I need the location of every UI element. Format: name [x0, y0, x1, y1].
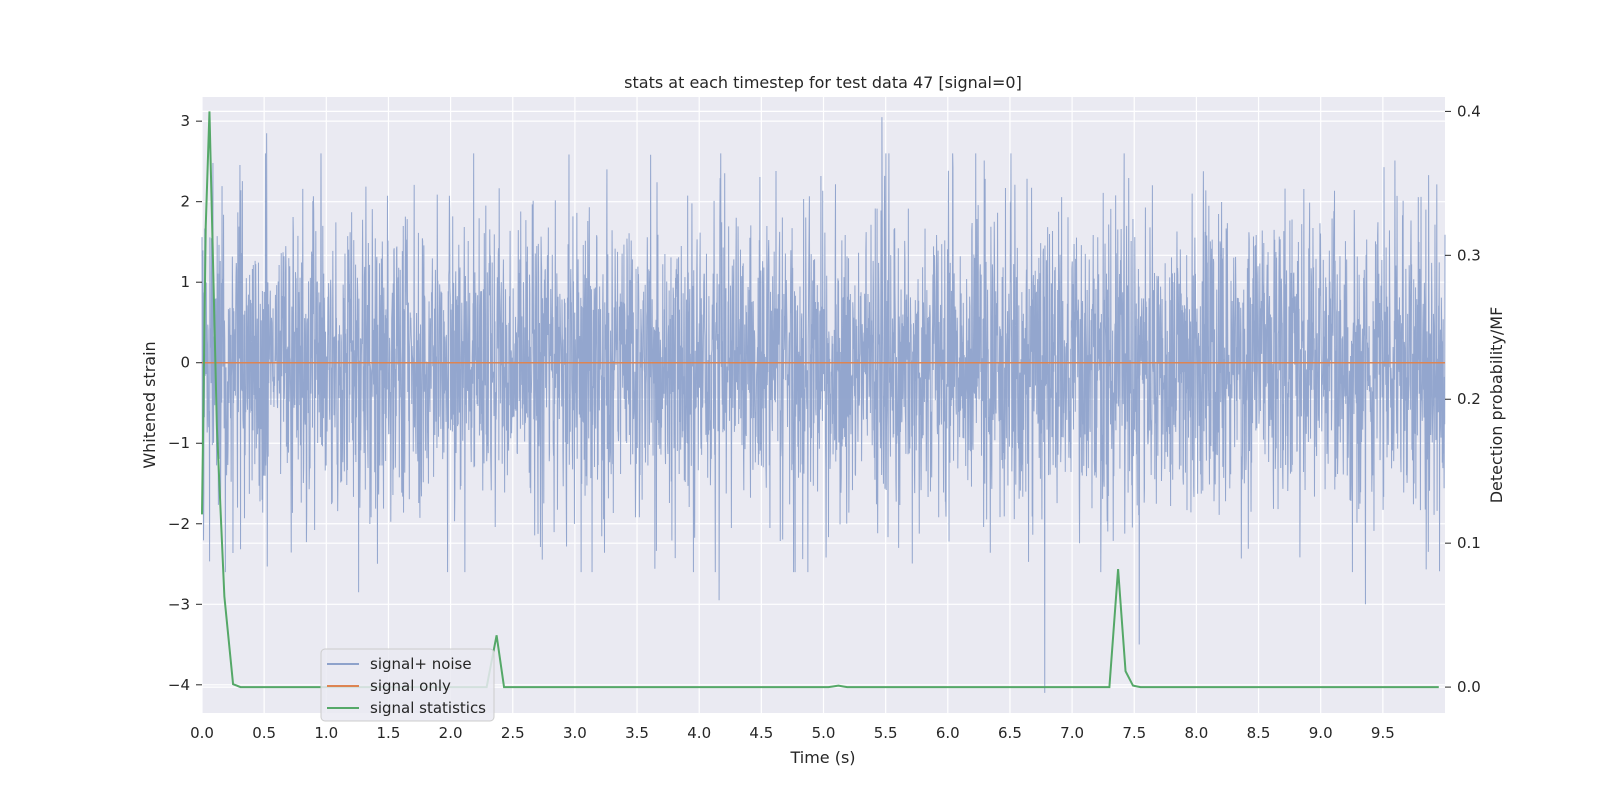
y-tick-label: −2	[168, 515, 190, 533]
x-axis-label: Time (s)	[789, 748, 855, 767]
x-tick-label: 0.5	[252, 724, 276, 742]
x-tick-label: 5.5	[874, 724, 898, 742]
x-tick-label: 7.5	[1122, 724, 1146, 742]
legend-label-signal-only: signal only	[370, 677, 451, 695]
legend: signal+ noise signal only signal statist…	[320, 648, 495, 722]
y-tick-label: 0	[180, 354, 190, 372]
x-tick-label: 7.0	[1060, 724, 1084, 742]
y-tick-label: −3	[168, 595, 190, 613]
x-tick-label: 8.0	[1184, 724, 1208, 742]
x-tick-label: 6.5	[998, 724, 1022, 742]
x-tick-label: 3.5	[625, 724, 649, 742]
x-tick-label: 4.0	[687, 724, 711, 742]
y2-tick-label: 0.0	[1457, 678, 1481, 696]
x-tick-label: 3.0	[563, 724, 587, 742]
x-tick-label: 0.0	[190, 724, 214, 742]
y-tick-label: −4	[168, 676, 190, 694]
y2-tick-label: 0.1	[1457, 534, 1481, 552]
x-tick-label: 4.5	[749, 724, 773, 742]
signal-noise-series	[201, 117, 1446, 693]
legend-label-signal-statistics: signal statistics	[370, 699, 486, 717]
y-axis-label: Whitened strain	[140, 341, 159, 468]
tick-labels: 0.0 0.5 1.0 1.5 2.0 2.5 3.0 3.5 4.0 4.5 5.0 5.5 6.0 6…	[168, 102, 1481, 742]
y2-axis-label: Detection probability/MF	[1487, 307, 1506, 504]
signal-statistics-series	[201, 111, 1439, 689]
y2-tick-label: 0.3	[1457, 246, 1481, 264]
x-tick-label: 2.5	[501, 724, 525, 742]
signal-statistics-line	[201, 111, 1439, 689]
x-tick-label: 6.0	[936, 724, 960, 742]
legend-label-signal-noise: signal+ noise	[370, 655, 472, 673]
legend-box	[320, 648, 495, 722]
y2-tick-label: 0.4	[1457, 102, 1481, 120]
x-tick-label: 5.0	[812, 724, 836, 742]
chart-title: stats at each timestep for test data 47 …	[624, 73, 1022, 92]
x-tick-label: 9.0	[1309, 724, 1333, 742]
y-tick-label: 3	[180, 112, 190, 130]
x-tick-label: 1.5	[377, 724, 401, 742]
y2-tick-label: 0.2	[1457, 390, 1481, 408]
y-tick-label: 2	[180, 193, 190, 211]
x-tick-label: 9.5	[1371, 724, 1395, 742]
signal-noise-line	[201, 117, 1446, 693]
x-tick-label: 1.0	[314, 724, 338, 742]
x-tick-label: 2.0	[439, 724, 463, 742]
y-tick-label: −1	[168, 434, 190, 452]
x-tick-label: 8.5	[1247, 724, 1271, 742]
y-tick-label: 1	[180, 273, 190, 291]
